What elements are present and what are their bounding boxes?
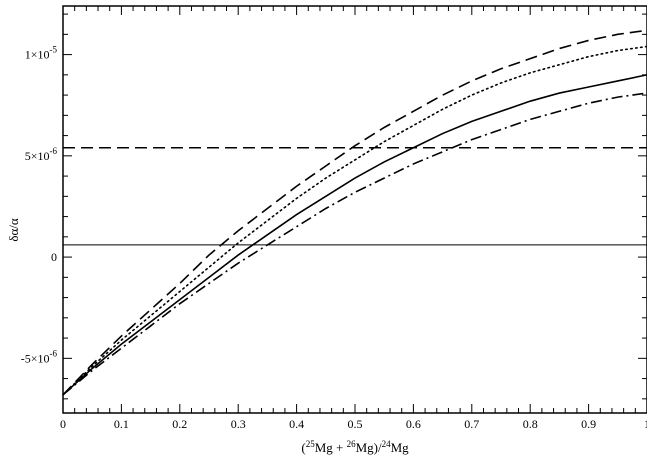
x-tick-label: 0.1 — [114, 417, 129, 431]
x-axis-label: (25Mg + 26Mg)/24Mg — [301, 439, 409, 455]
y-axis-label: δα/α — [6, 218, 21, 242]
series-line-dashed — [62, 29, 647, 396]
y-tick-label: 0 — [51, 250, 57, 264]
plot-area — [62, 29, 647, 396]
x-tick-label: 0.5 — [348, 417, 363, 431]
x-tick-label: 0.7 — [464, 417, 479, 431]
series-line-solid — [62, 74, 647, 396]
x-tick-label: 0.3 — [231, 417, 246, 431]
x-tick-label: 0.6 — [406, 417, 421, 431]
x-tick-label: 0.9 — [581, 417, 596, 431]
y-tick-label: -5×10-6 — [21, 348, 58, 365]
x-tick-label: 0.8 — [523, 417, 538, 431]
x-tick-label: 1 — [644, 417, 647, 431]
x-tick-label: 0 — [60, 417, 66, 431]
plot-frame — [62, 5, 647, 414]
axis-ticks: 0 0.1 0.2 0.3 0.4 0.5 0.6 0.7 0.8 0.9 1 -5×10-6 0 5×1… — [21, 6, 647, 431]
y-tick-label: 5×10-6 — [25, 146, 58, 163]
y-tick-label: 1×10-5 — [25, 45, 58, 62]
series-line-dotted — [62, 45, 647, 396]
series-line-dashdot — [62, 92, 647, 396]
x-tick-label: 0.2 — [172, 417, 187, 431]
x-tick-label: 0.4 — [289, 417, 304, 431]
